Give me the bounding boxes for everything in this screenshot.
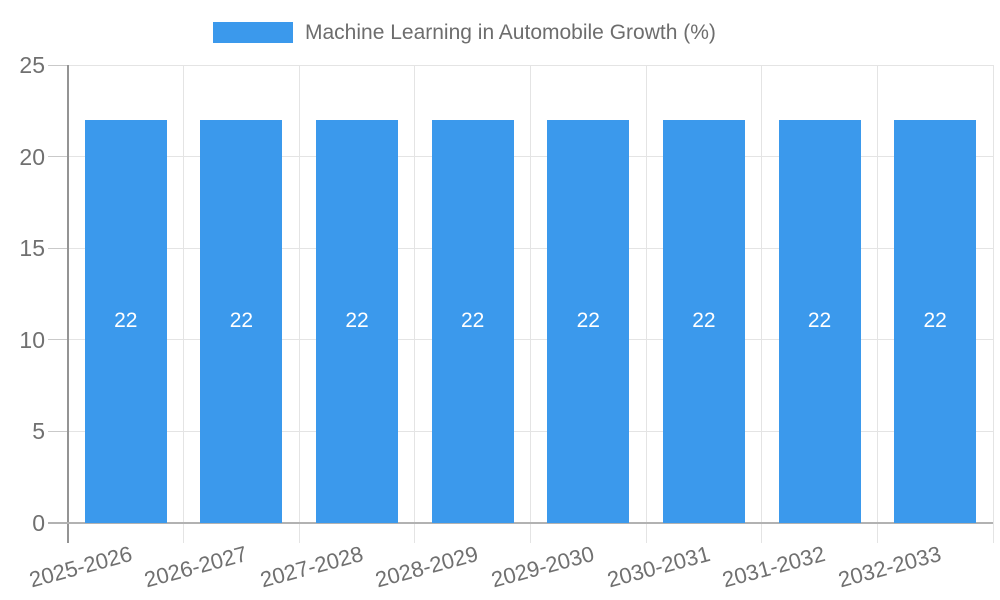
legend-swatch (213, 22, 293, 43)
bar-value-label: 22 (114, 309, 138, 333)
y-tick (48, 339, 68, 341)
x-axis-tick-label: 2029-2030 (488, 541, 597, 593)
x-gridline (645, 65, 647, 543)
legend-label: Machine Learning in Automobile Growth (%… (305, 21, 716, 44)
bar[interactable] (778, 119, 861, 523)
x-gridline (761, 65, 763, 543)
bar[interactable] (547, 119, 630, 523)
y-axis-tick-label: 10 (19, 326, 45, 353)
bar[interactable] (894, 119, 977, 523)
bar[interactable] (431, 119, 514, 523)
bar-value-label: 22 (576, 309, 600, 333)
bar-value-label: 22 (807, 309, 832, 333)
bar-value-label: 22 (461, 309, 485, 333)
x-axis-tick-label: 2030-2031 (604, 541, 713, 593)
x-axis-tick-label: 2025-2026 (26, 541, 135, 593)
bar[interactable] (84, 119, 167, 523)
x-axis-tick-label: 2027-2028 (257, 541, 366, 593)
y-tick (48, 156, 68, 158)
y-tick (48, 430, 68, 432)
x-axis-line (48, 522, 993, 524)
y-tick (48, 64, 68, 66)
y-axis-tick-label: 20 (19, 143, 45, 170)
x-gridline (183, 65, 185, 543)
y-axis-tick-label: 0 (32, 510, 45, 536)
y-axis-tick-label: 5 (32, 418, 45, 445)
x-axis-tick-label: 2032-2033 (835, 541, 944, 593)
x-axis-tick-label: 2026-2027 (141, 541, 250, 593)
bar[interactable] (316, 119, 399, 523)
bar-value-label: 22 (692, 309, 716, 333)
x-gridline (414, 65, 416, 543)
x-axis-tick-label: 2031-2032 (719, 541, 829, 593)
x-gridline (298, 65, 300, 543)
bar-value-label: 22 (345, 309, 369, 333)
y-axis-tick-label: 25 (19, 52, 45, 78)
bar-value-label: 22 (923, 309, 947, 333)
y-tick (48, 247, 68, 249)
bar[interactable] (662, 119, 745, 523)
bar-value-label: 22 (229, 309, 254, 333)
y-axis-line (67, 65, 69, 543)
x-gridline (992, 65, 994, 543)
x-axis-tick-label: 2028-2029 (373, 541, 482, 593)
x-gridline (530, 65, 531, 543)
chart-legend: Machine Learning in Automobile Growth (%… (213, 22, 716, 43)
bar[interactable] (200, 119, 283, 523)
x-gridline (876, 65, 878, 543)
y-axis-tick-label: 15 (19, 235, 45, 262)
